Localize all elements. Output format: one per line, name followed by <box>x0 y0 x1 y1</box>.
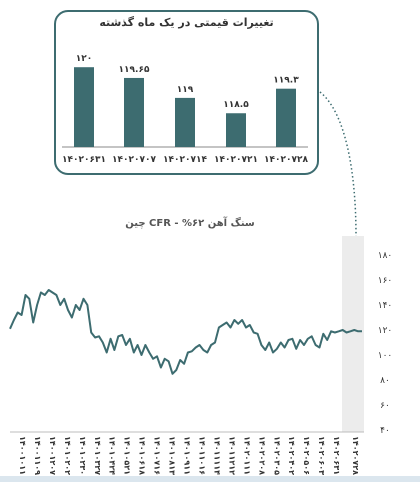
inset-bar <box>175 97 195 147</box>
x-tick-label: ۱۴۰۲۰۶۳۱ <box>332 436 341 475</box>
y-tick-label: ۱۰۰ <box>378 351 393 361</box>
x-tick-label: ۱۴۰۱۰۲۳۰ <box>78 436 87 475</box>
inset-category-label: ۱۴۰۲۰۶۳۱ <box>62 155 106 165</box>
x-tick-label: ۱۴۰۱۱۰۱۶ <box>197 436 206 475</box>
x-tick-label: ۱۴۰۱۰۹۱۱ <box>183 436 192 475</box>
recent-period-highlight <box>342 236 364 432</box>
x-tick-label: ۱۴۰۱۰۳۲۷ <box>93 436 102 475</box>
y-tick-label: ۴۰ <box>380 426 390 436</box>
x-tick-label: ۱۴۰۲۰۶۰۳ <box>317 436 326 475</box>
x-tick-label: ۱۴۰۰۱۰۱۱ <box>18 436 27 475</box>
x-tick-label: ۱۴۰۲۰۱۱۱ <box>242 436 251 475</box>
inset-bar <box>226 113 246 147</box>
iron-ore-price-line <box>9 289 362 375</box>
y-tick-label: ۱۴۰ <box>378 301 393 311</box>
main-chart-title: سنگ آهن ۶۲% - CFR چین <box>125 218 255 229</box>
inset-category-label: ۱۴۰۲۰۷۲۱ <box>214 155 258 165</box>
y-tick-label: ۸۰ <box>380 376 390 386</box>
y-tick-label: ۱۲۰ <box>378 326 393 336</box>
y-tick-label: ۱۸۰ <box>378 251 393 261</box>
x-tick-label: ۱۴۰۲۰۳۰۵ <box>272 436 281 475</box>
x-tick-label: ۱۴۰۱۱۱۱۴ <box>212 436 221 475</box>
x-tick-label: ۱۴۰۲۰۲۰۸ <box>257 436 266 475</box>
inset-value-label: ۱۱۹.۶۵ <box>119 65 150 75</box>
x-tick-label: ۱۴۰۲۰۴۰۲ <box>287 436 296 475</box>
x-tick-label: ۱۴۰۱۱۲۱۲ <box>227 436 236 475</box>
inset-bar <box>74 67 94 147</box>
inset-category-label: ۱۴۰۲۰۷۱۴ <box>163 155 207 165</box>
footer-bar <box>0 476 420 482</box>
inset-category-label: ۱۴۰۲۰۷۰۷ <box>112 155 156 165</box>
x-tick-label: ۱۴۰۰۱۱۰۹ <box>33 436 42 475</box>
inset-connector <box>319 91 357 237</box>
inset-value-label: ۱۱۹.۳ <box>273 76 299 86</box>
y-tick-label: ۶۰ <box>380 401 390 411</box>
inset-bar <box>124 77 144 147</box>
inset-bar <box>276 88 296 147</box>
x-tick-label: ۱۴۰۱۰۴۲۴ <box>108 436 117 475</box>
inset-value-label: ۱۱۹ <box>177 85 194 95</box>
x-tick-label: ۱۴۰۰۱۲۰۷ <box>48 436 57 475</box>
inset-value-label: ۱۱۸.۵ <box>223 100 249 110</box>
x-tick-label: ۱۴۰۱۰۲۰۲ <box>63 436 72 475</box>
x-tick-label: ۱۴۰۱۰۷۱۶ <box>153 436 162 475</box>
x-tick-label: ۱۴۰۲۰۷۲۸ <box>351 436 360 475</box>
inset-value-label: ۱۲۰ <box>76 54 92 64</box>
inset-category-label: ۱۴۰۲۰۷۲۸ <box>264 155 308 165</box>
x-tick-label: ۱۴۰۱۰۸۱۳ <box>168 436 177 475</box>
y-tick-label: ۱۶۰ <box>378 276 393 286</box>
x-tick-label: ۱۴۰۲۰۵۰۶ <box>302 436 311 475</box>
x-tick-label: ۱۴۰۱۰۵۲۱ <box>123 436 132 475</box>
inset-chart-title: تغییرات قیمتی در یک ماه گذشته <box>99 16 274 29</box>
x-tick-label: ۱۴۰۱۰۶۱۸ <box>138 436 147 475</box>
